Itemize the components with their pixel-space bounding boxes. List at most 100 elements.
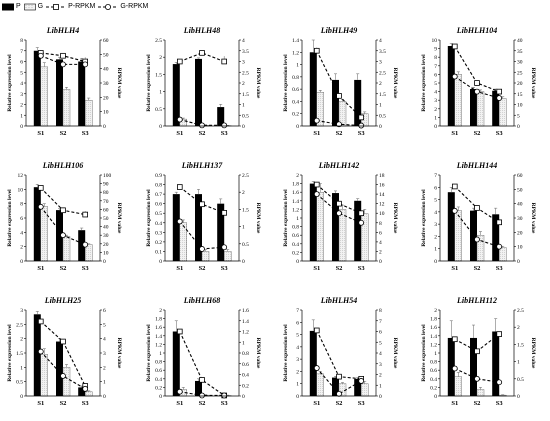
y2-tick-label: 3 (379, 60, 382, 66)
chart-title: LibHLH104 (456, 26, 497, 35)
y-tick-label: 8 (434, 55, 437, 61)
chart-title: LibHLH25 (44, 296, 81, 305)
y2-tick-label: 0 (517, 259, 520, 265)
point-g-rpkm (82, 385, 89, 392)
y2-tick-label: 14 (379, 192, 385, 198)
bar-p (354, 79, 362, 126)
y2-tick-label: 0 (103, 124, 106, 130)
x-tick-label: S1 (37, 265, 44, 272)
y2-tick-label: 6 (379, 230, 382, 236)
y-tick-label: 3 (20, 308, 23, 314)
chart-title: LibHLH54 (320, 296, 357, 305)
legend-item-p: P (2, 2, 21, 12)
bar-p (56, 59, 63, 126)
y2-tick-label: 1 (379, 383, 382, 389)
legend-item-g-rpkm: G-RPKM (98, 2, 148, 12)
legend-label: P (16, 3, 21, 10)
y-tick-label: 0 (296, 394, 299, 400)
y2-tick-label: 80 (103, 190, 109, 196)
point-p-rpkm (176, 184, 183, 190)
y-tick-label: 0.5 (16, 380, 23, 386)
y2-tick-label: 1.6 (242, 308, 249, 314)
point-g-rpkm (176, 218, 183, 225)
y2-tick-label: 20 (103, 95, 109, 101)
y-tick-label: 0.4 (155, 377, 162, 383)
x-tick-label: S3 (221, 130, 229, 137)
chart-title: LibHLH144 (456, 161, 497, 170)
legend-swatch-dotted-bar (23, 3, 36, 11)
y2-tick-label: 0 (517, 124, 520, 130)
point-g-rpkm (82, 61, 89, 68)
y-tick-label: 2 (296, 173, 299, 179)
x-tick-label: S3 (496, 400, 504, 407)
y-tick-label: 0.6 (155, 202, 162, 208)
y2-tick-label: 2.5 (242, 173, 249, 179)
point-p-rpkm (336, 373, 342, 380)
bar-p (217, 107, 225, 126)
y2-tick-label: 2.5 (242, 70, 249, 76)
x-tick-label: S2 (60, 265, 67, 272)
y-tick-label: 0.4 (292, 242, 299, 248)
chart-panel-10: LibHLH68 0 0.2 0.4 0.6 0.8 1 1.2 1.4 1.6 1.8 2 0 0.2 0… (146, 296, 261, 407)
y-tick-label: 0 (159, 259, 162, 265)
y-tick-label: 12 (18, 173, 24, 179)
legend-swatch-solid-bar (2, 3, 14, 11)
y2-axis-label: RPKM value (530, 68, 536, 99)
bar-p (309, 183, 317, 261)
y2-tick-label: 20 (517, 230, 523, 236)
y2-axis-label: RPKM value (392, 68, 398, 99)
y2-tick-label: 2.5 (379, 70, 386, 76)
y2-tick-label: 0.5 (242, 242, 249, 248)
point-p-rpkm (199, 50, 205, 56)
y-tick-label: 7 (20, 49, 23, 55)
x-tick-label: S1 (37, 130, 44, 137)
y-tick-label: 1 (20, 113, 23, 119)
y2-tick-label: 35 (517, 49, 523, 55)
y-tick-label: 0.6 (292, 87, 299, 93)
x-tick-label: S3 (221, 265, 229, 272)
y2-tick-label: 0 (242, 124, 245, 130)
point-p-rpkm (336, 200, 342, 207)
y2-tick-label: 0.6 (242, 362, 249, 368)
point-p-rpkm (199, 201, 205, 208)
point-g-rpkm (474, 375, 480, 382)
bar-p (470, 89, 477, 126)
y2-tick-label: 0 (242, 259, 245, 265)
bar-p (33, 187, 41, 261)
y2-tick-label: 0.5 (517, 377, 524, 383)
bar-p (195, 58, 202, 126)
y2-tick-label: 1 (242, 103, 245, 109)
chart-panel-6: LibHLH137 0 0.1 0.2 0.3 0.4 0.5 0.6 0.7 0.8 0.9 0 0.… (146, 161, 261, 272)
point-p-rpkm (451, 183, 458, 190)
y2-tick-label: 0.4 (242, 373, 249, 379)
point-g-rpkm (358, 122, 365, 129)
point-g-rpkm (37, 52, 44, 59)
y2-tick-label: 50 (103, 216, 109, 222)
y2-tick-label: 10 (517, 245, 523, 251)
y2-tick-label: 40 (103, 67, 109, 73)
bar-p (56, 210, 63, 261)
y-tick-label: 5 (434, 198, 437, 204)
y-tick-label: 0 (159, 124, 162, 130)
y-tick-label: 0.8 (155, 360, 162, 366)
y2-tick-label: 60 (517, 173, 523, 179)
y-tick-label: 1.6 (430, 325, 437, 331)
y-tick-label: 1.5 (16, 351, 23, 357)
y2-tick-label: 1.2 (242, 330, 249, 336)
bar-p (217, 203, 225, 261)
y-tick-label: 9 (434, 47, 437, 53)
x-tick-label: S1 (37, 400, 44, 407)
y-tick-label: 1 (296, 382, 299, 388)
y-tick-label: 0.8 (430, 360, 437, 366)
point-p-rpkm (336, 93, 342, 99)
y2-tick-label: 1 (242, 225, 245, 231)
y2-tick-label: 1 (242, 340, 245, 346)
point-p-rpkm (38, 185, 44, 191)
legend-label: G (37, 3, 44, 10)
y2-tick-label: 0.5 (242, 113, 249, 119)
y-tick-label: 0.8 (292, 75, 299, 81)
legend-label: P-RPKM (68, 3, 96, 10)
y-tick-label: 1.4 (292, 38, 299, 44)
y-tick-label: 0.2 (292, 250, 299, 256)
y-tick-label: 8 (20, 202, 23, 208)
